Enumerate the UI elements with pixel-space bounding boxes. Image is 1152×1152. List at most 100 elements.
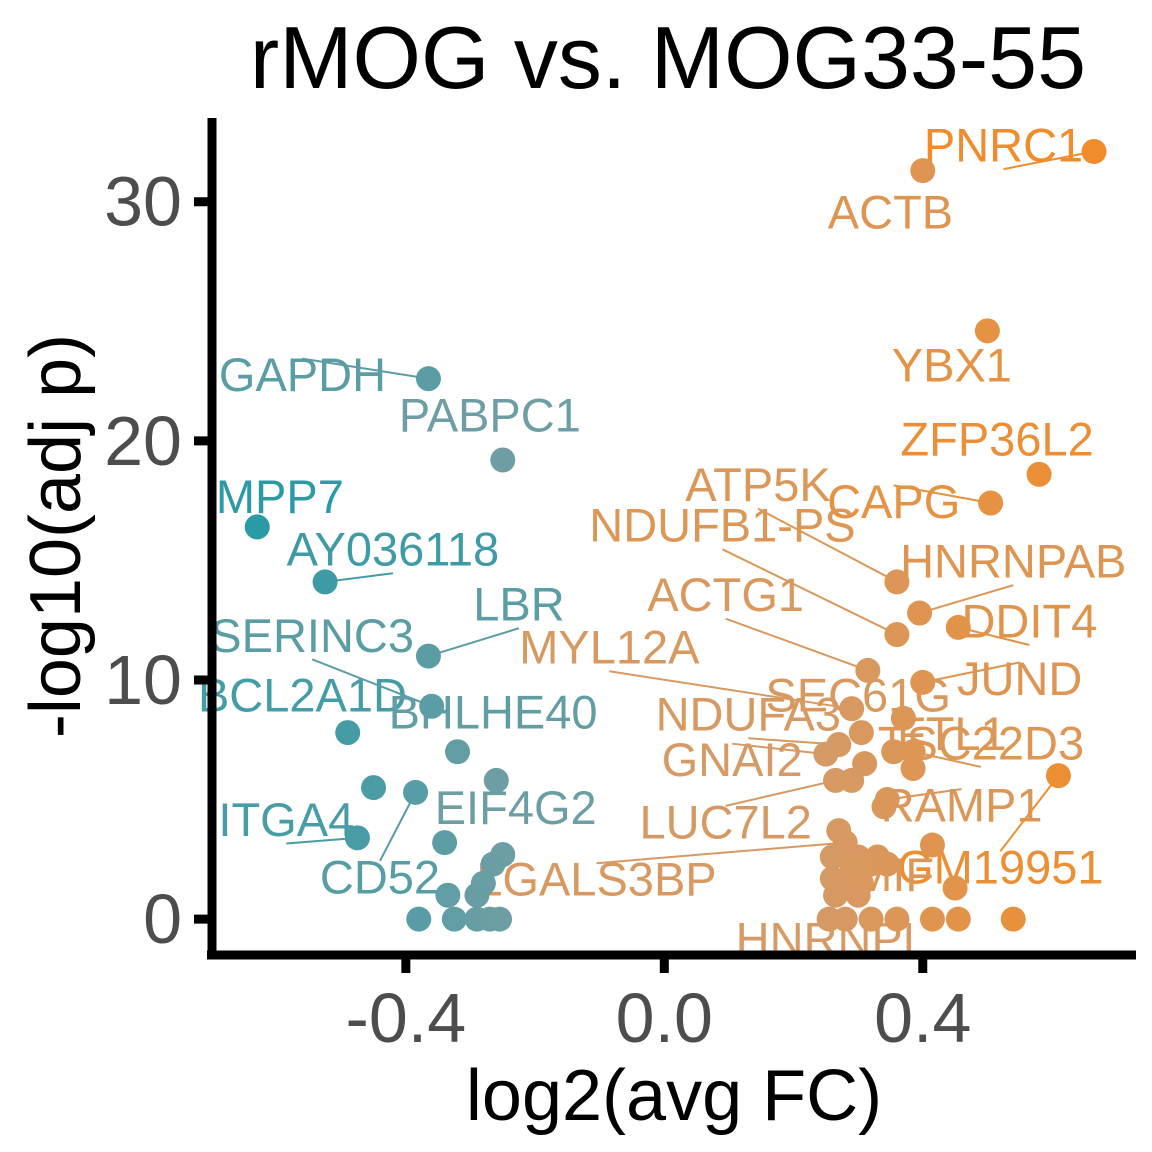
point-label: HNRNPAB: [900, 535, 1126, 588]
label-leader-lines: [286, 150, 1095, 924]
label-leader-line: [757, 507, 898, 583]
label-leader-line: [999, 775, 1060, 852]
label-leader-line: [922, 661, 1020, 684]
point-label: CAPG: [827, 475, 960, 528]
data-point: [441, 906, 467, 932]
y-tick-label: 0: [143, 880, 182, 958]
label-leader-line: [311, 658, 433, 708]
point-label: EIF4G2: [435, 781, 597, 834]
data-point: [978, 490, 1004, 516]
label-leader-line: [302, 357, 429, 380]
point-label: LUC7L2: [639, 795, 811, 848]
point-label: ZFP36L2: [900, 413, 1093, 466]
label-leader-line: [919, 584, 1014, 614]
point-label: ACTG1: [647, 568, 804, 621]
data-point: [823, 882, 849, 908]
label-leader-line: [893, 484, 991, 505]
label-leader-line: [1003, 150, 1095, 171]
data-point: [945, 614, 971, 640]
data-point: [884, 622, 910, 648]
label-leader-line: [722, 548, 898, 636]
data-points: [244, 138, 1107, 932]
point-label: LGALS3BP: [476, 853, 716, 906]
label-leader-line: [596, 841, 846, 865]
point-label: NDUFA3: [656, 688, 841, 741]
data-point: [919, 832, 945, 858]
data-point: [406, 906, 432, 932]
data-point: [858, 906, 884, 932]
data-point: [1045, 763, 1071, 789]
data-point: [487, 906, 513, 932]
data-point: [855, 657, 881, 683]
data-point: [907, 600, 933, 626]
y-axis-title: -log10(adj p): [16, 334, 96, 738]
data-point: [881, 739, 907, 765]
data-point: [890, 705, 916, 731]
point-label: ITGA4: [218, 793, 354, 846]
data-point: [361, 775, 387, 801]
data-point: [945, 906, 971, 932]
data-point: [900, 755, 926, 781]
point-label: YBX1: [892, 339, 1012, 392]
x-axis-ticks: -0.4 0.0 0.4: [346, 955, 971, 1057]
point-label: ACTB: [828, 185, 953, 238]
data-point: [415, 366, 441, 392]
data-point: [403, 779, 429, 805]
data-point: [848, 720, 874, 746]
y-tick-label: 10: [104, 641, 182, 719]
x-tick-label: 0.0: [616, 979, 713, 1057]
point-label: BCL2A1D: [198, 669, 407, 722]
point-label: GNAI2: [662, 733, 803, 786]
data-point: [919, 906, 945, 932]
data-point: [832, 906, 858, 932]
x-tick-label: -0.4: [346, 979, 467, 1057]
data-point: [1000, 906, 1026, 932]
data-point: [942, 875, 968, 901]
data-point: [480, 851, 506, 877]
x-tick-label: 0.4: [874, 979, 971, 1057]
data-point: [1026, 461, 1052, 487]
data-point: [884, 569, 910, 595]
point-label: NDUFB1-PS: [589, 499, 855, 552]
data-point: [839, 696, 865, 722]
data-point: [819, 844, 845, 870]
point-label: GAPDH: [219, 348, 386, 401]
data-point: [845, 882, 871, 908]
data-point: [1081, 138, 1107, 164]
label-leader-line: [887, 788, 962, 801]
point-label: MYL12A: [519, 621, 700, 674]
data-point: [884, 906, 910, 932]
data-point: [910, 158, 936, 184]
point-label: DDIT4: [961, 594, 1097, 647]
point-label: JUND: [957, 652, 1082, 705]
data-point: [839, 851, 865, 877]
point-label: MPP7: [216, 470, 344, 523]
data-point: [974, 318, 1000, 344]
data-point: [483, 767, 509, 793]
data-point: [415, 643, 441, 669]
data-point: [874, 851, 900, 877]
point-label: ATP5K: [685, 458, 830, 511]
data-point: [490, 447, 516, 473]
y-tick-label: 30: [104, 163, 182, 241]
label-leader-line: [379, 791, 417, 862]
y-axis-ticks: 0 10 20 30: [104, 163, 212, 958]
label-leader-line: [725, 779, 836, 807]
data-point: [419, 693, 445, 719]
data-point: [432, 830, 458, 856]
data-point: [871, 794, 897, 820]
data-point: [335, 720, 361, 746]
label-leader-line: [725, 617, 869, 672]
point-label: LBR: [473, 578, 564, 631]
point-label: PNRC1: [924, 119, 1083, 172]
y-tick-label: 20: [104, 402, 182, 480]
point-label: BHLHE40: [389, 685, 598, 738]
data-point: [910, 669, 936, 695]
point-label: RAMP1: [881, 779, 1043, 832]
data-point: [813, 741, 839, 767]
chart-title: rMOG vs. MOG33-55: [250, 8, 1086, 107]
data-point: [344, 825, 370, 851]
label-leader-line: [609, 670, 852, 710]
